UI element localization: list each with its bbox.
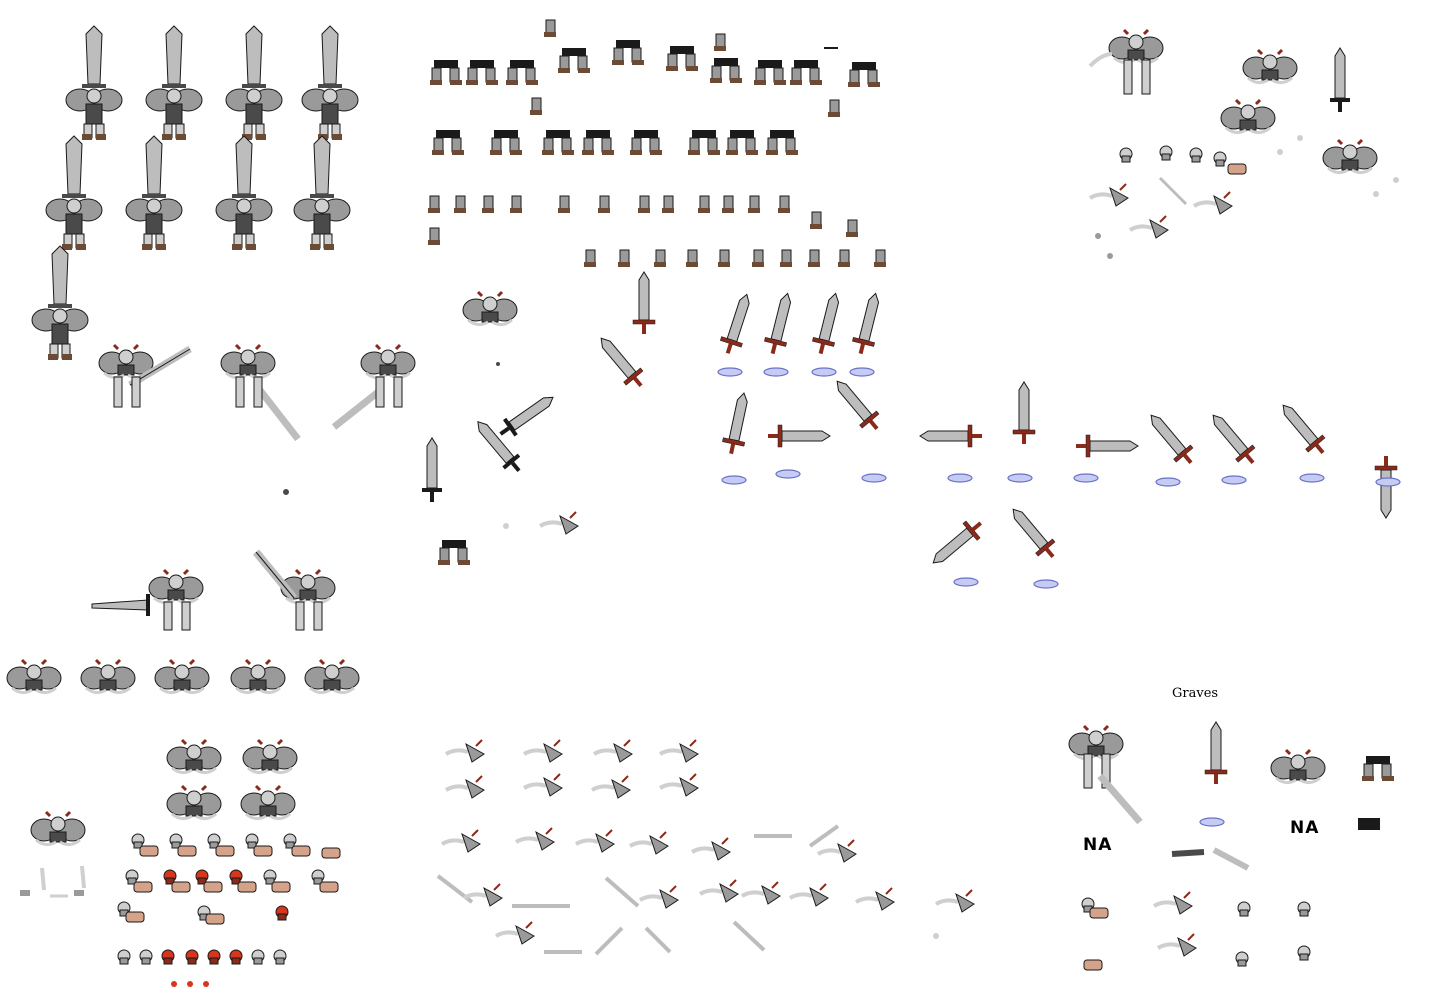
bone-pieces (20, 865, 86, 898)
knight-thrust-sprite (91, 568, 205, 631)
knight-swing-sprite (219, 343, 301, 442)
knight-swing-sprite (97, 343, 192, 408)
red-sword-row-2 (719, 373, 1401, 519)
head-hand-row-1 (131, 833, 341, 859)
knight-sprite (145, 25, 203, 141)
graves-sword-sprite (1204, 721, 1228, 785)
red-sword-row-1 (592, 271, 887, 394)
small-head-row (117, 949, 287, 987)
black-sword-set (421, 388, 560, 503)
torso-sprite (79, 658, 137, 695)
knight-sprite (45, 135, 103, 251)
arm-row-5 (494, 920, 766, 956)
knight-idle-row-1 (65, 25, 359, 141)
arm-row-3 (440, 824, 858, 864)
torso-sprite (461, 290, 519, 327)
legs-sprite (437, 539, 471, 566)
knight-sprite (301, 25, 359, 141)
graves-knight-sprite (1067, 724, 1143, 825)
torso-sprite (241, 738, 299, 775)
arm-row-4 (436, 874, 976, 939)
torso-sprite (153, 658, 211, 695)
torso-sprite (165, 784, 223, 821)
legs-row-2 (431, 129, 799, 156)
head-hand-row-2 (125, 869, 339, 893)
torso-sprite (303, 658, 361, 695)
graves-legs-sprite (1361, 755, 1395, 782)
graves-title: Graves (1172, 686, 1219, 701)
arm-row-2 (444, 772, 700, 800)
torso-sprite (29, 810, 87, 847)
knight-idle-row-2 (45, 135, 351, 251)
na-label: NA (1290, 818, 1320, 838)
knight-swing-row (97, 343, 417, 442)
legs-row-1 (429, 19, 881, 118)
torso-sprite (5, 658, 63, 695)
knight-sprite (31, 245, 89, 361)
arm-sprite (538, 510, 580, 536)
knight-swing-sprite (331, 343, 417, 430)
na-label: NA (1083, 835, 1113, 855)
legs-row-4 (583, 249, 887, 268)
torso-sprite (229, 658, 287, 695)
debris-sprite (283, 489, 289, 495)
legs-row-3 (427, 195, 859, 246)
death-sequence (1088, 28, 1399, 259)
graves-section (1067, 721, 1395, 971)
arm-row-1 (444, 738, 700, 764)
knight-sprite (225, 25, 283, 141)
head-hand-row-3 (117, 901, 289, 925)
torso-sprite (165, 738, 223, 775)
knight-guard-sprite (252, 549, 337, 631)
graves-torso-sprite (1269, 748, 1327, 785)
knight-sprite (125, 135, 183, 251)
knight-sprite (215, 135, 273, 251)
torso-sprite (239, 784, 297, 821)
knight-sprite (293, 135, 351, 251)
red-sword-row-3 (925, 501, 1062, 589)
knight-sprite (65, 25, 123, 141)
small-torso-grid (29, 738, 299, 847)
graves-gauntlet-sprite (1358, 818, 1380, 830)
graves-broken-sword (1171, 847, 1250, 871)
torso-row (5, 658, 361, 695)
